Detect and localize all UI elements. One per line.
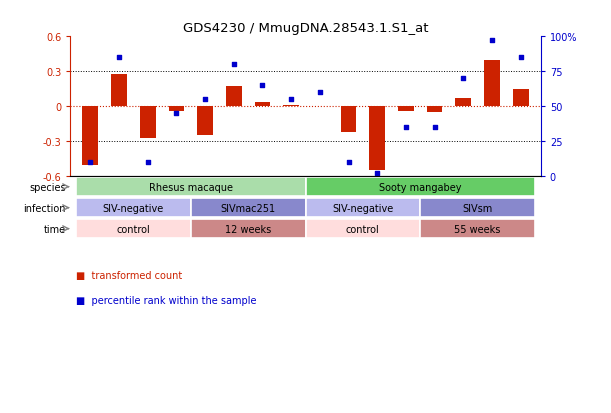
Text: species: species (29, 182, 65, 192)
Text: SIVsm: SIVsm (463, 203, 492, 213)
Point (172, 111, 181, 117)
Bar (455, 99, 471, 107)
Point (487, 38, 497, 45)
FancyBboxPatch shape (191, 219, 306, 239)
Bar (484, 60, 500, 107)
Point (287, 97, 296, 103)
Point (458, 76, 468, 82)
Bar (140, 107, 156, 138)
Point (258, 83, 268, 89)
Text: Sooty mangabey: Sooty mangabey (379, 182, 461, 192)
FancyBboxPatch shape (191, 199, 306, 218)
Text: SIV-negative: SIV-negative (332, 203, 393, 213)
FancyBboxPatch shape (306, 178, 535, 197)
Text: SIV-negative: SIV-negative (103, 203, 164, 213)
Point (86, 159, 95, 166)
Bar (341, 107, 356, 133)
Bar (169, 107, 185, 112)
Point (114, 55, 124, 62)
Text: Rhesus macaque: Rhesus macaque (148, 182, 233, 192)
Text: SIVmac251: SIVmac251 (221, 203, 276, 213)
Text: 55 weeks: 55 weeks (455, 224, 501, 234)
Bar (398, 107, 414, 112)
Title: GDS4230 / MmugDNA.28543.1.S1_at: GDS4230 / MmugDNA.28543.1.S1_at (183, 21, 428, 35)
Bar (513, 90, 529, 107)
Text: control: control (346, 224, 380, 234)
Point (372, 171, 382, 177)
Text: infection: infection (23, 203, 65, 213)
Text: time: time (43, 224, 65, 234)
Bar (226, 87, 242, 107)
Bar (369, 107, 385, 171)
Text: control: control (117, 224, 150, 234)
Point (229, 62, 239, 69)
Bar (426, 107, 442, 113)
FancyBboxPatch shape (76, 219, 191, 239)
FancyBboxPatch shape (76, 199, 191, 218)
Point (430, 125, 439, 131)
Bar (284, 106, 299, 107)
Bar (197, 107, 213, 136)
Point (516, 55, 525, 62)
Point (343, 159, 353, 166)
FancyBboxPatch shape (76, 178, 306, 197)
FancyBboxPatch shape (420, 199, 535, 218)
Point (200, 97, 210, 103)
Text: ■  percentile rank within the sample: ■ percentile rank within the sample (76, 295, 257, 305)
Point (401, 125, 411, 131)
Point (315, 90, 324, 96)
Text: ■  transformed count: ■ transformed count (76, 271, 183, 280)
FancyBboxPatch shape (306, 199, 420, 218)
Bar (111, 74, 127, 107)
FancyBboxPatch shape (420, 219, 535, 239)
Bar (82, 107, 98, 165)
Bar (255, 102, 270, 107)
Point (143, 159, 153, 166)
Text: 12 weeks: 12 weeks (225, 224, 271, 234)
FancyBboxPatch shape (306, 219, 420, 239)
